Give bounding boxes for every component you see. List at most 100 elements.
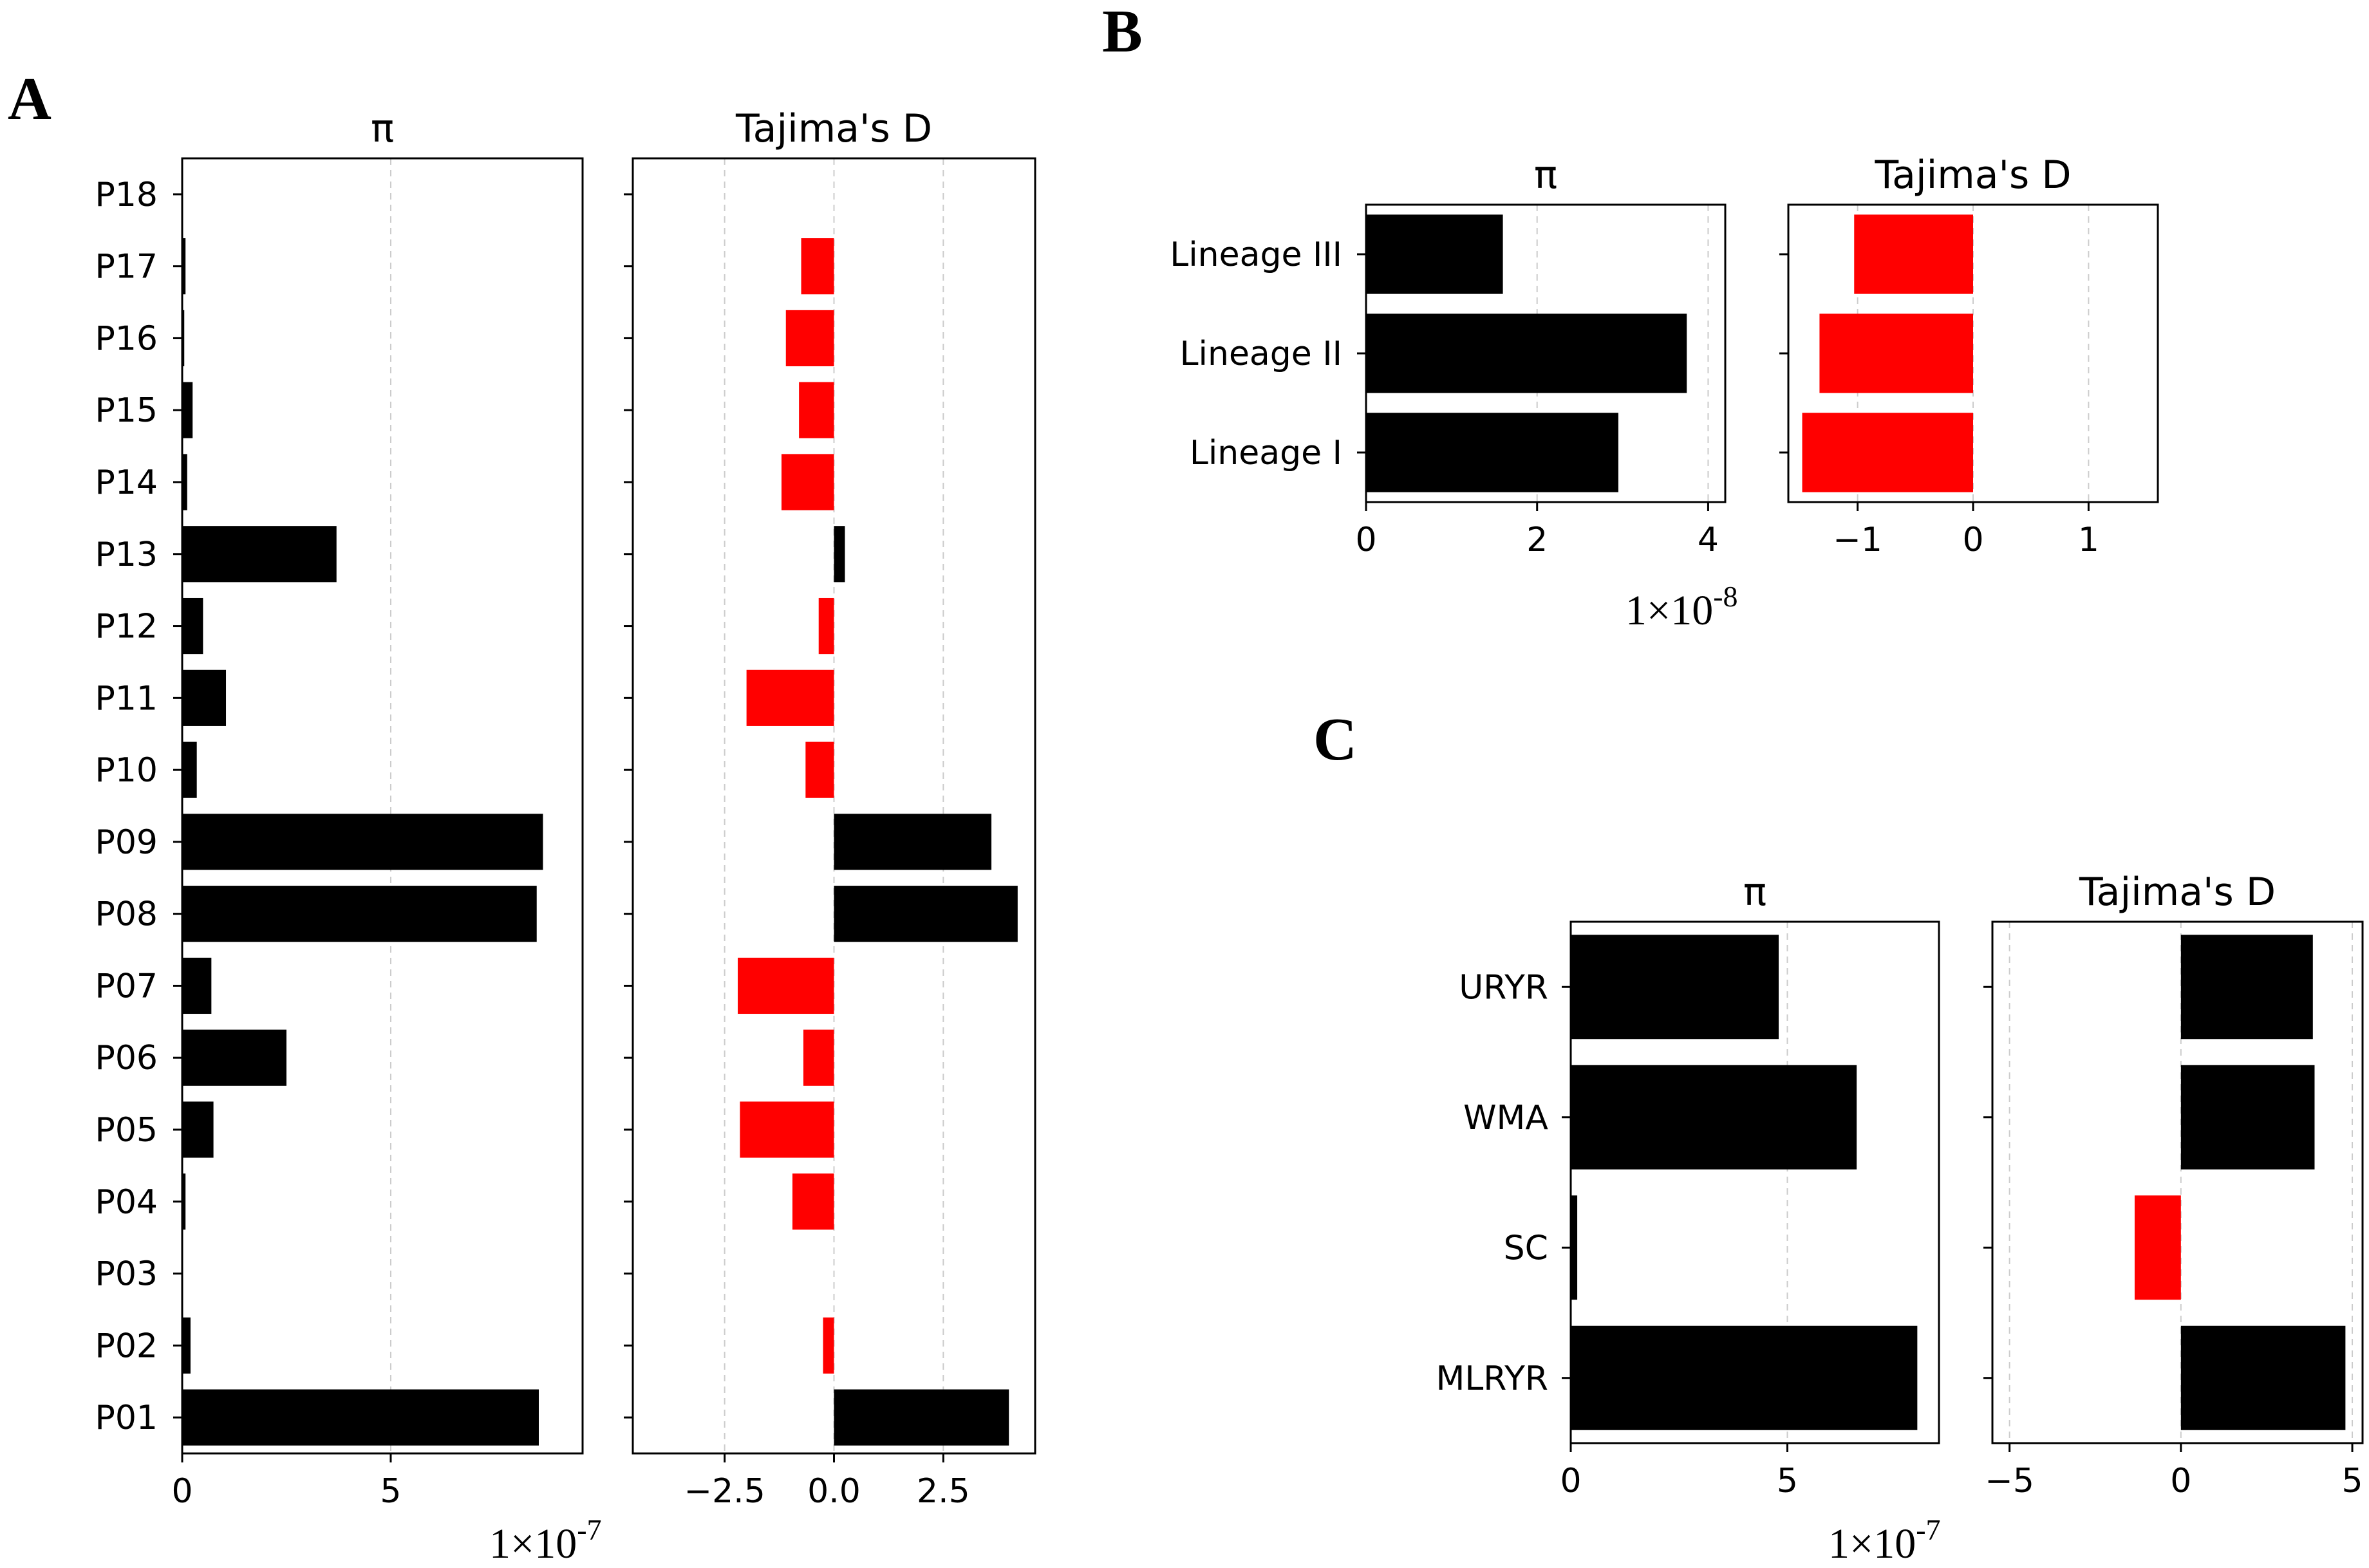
chart1-xtick-label-1: 0.0 bbox=[807, 1472, 861, 1511]
chart2-title: π bbox=[1534, 153, 1557, 198]
chart2-bar-lineage-i bbox=[1366, 413, 1618, 492]
chart1-title: Tajima's D bbox=[735, 106, 932, 151]
chart1-bar-p06 bbox=[803, 1029, 834, 1086]
chart0-axes-a: π 0 5 P01 P02 P03 P04 P05 P06 P07 P08 P09 P10 P11 P12 P… bbox=[95, 106, 601, 1567]
chart2-bar-lineage-ii bbox=[1366, 313, 1687, 393]
chart0-bar-p04 bbox=[182, 1173, 186, 1230]
chart0-category-label: P03 bbox=[95, 1255, 158, 1294]
chart2-bar-lineage-iii bbox=[1366, 214, 1503, 294]
chart0-category-label: P13 bbox=[95, 536, 158, 574]
chart1-bar-p12 bbox=[818, 597, 834, 655]
chart4-title: π bbox=[1743, 870, 1766, 915]
chart3-title: Tajima's D bbox=[1874, 153, 2071, 198]
chart2-xtick-label-0: 0 bbox=[1355, 521, 1376, 559]
chart4-scale-label: 1×10-7 bbox=[1828, 1513, 1941, 1567]
chart0-bar-p16 bbox=[182, 310, 185, 367]
chart0-category-label: P07 bbox=[95, 967, 158, 1005]
chart5-frame bbox=[1991, 920, 2364, 1444]
chart5-title: Tajima's D bbox=[2079, 870, 2276, 915]
chart1-bar-p08 bbox=[834, 886, 1018, 942]
chart3-xtick-label-0: −1 bbox=[1833, 521, 1882, 559]
chart2-category-label: Lineage I bbox=[1190, 434, 1342, 472]
chart5-bar-wma bbox=[2180, 1065, 2315, 1170]
chart0-bar-p17 bbox=[182, 238, 186, 295]
chart3-xtick-label-1: 0 bbox=[1962, 521, 1983, 559]
chart1-bar-p09 bbox=[834, 814, 992, 870]
chart1-bar-p04 bbox=[792, 1173, 834, 1230]
chart0-category-label: P02 bbox=[95, 1327, 158, 1365]
chart1-bar-p11 bbox=[746, 669, 834, 726]
chart1-bar-p13 bbox=[834, 526, 845, 583]
chart0-bar-p08 bbox=[182, 886, 537, 942]
chart4-category-label: MLRYR bbox=[1436, 1359, 1548, 1398]
chart0-bar-p01 bbox=[182, 1389, 539, 1446]
chart5-bar-uryr bbox=[2180, 935, 2313, 1040]
chart1-bar-p01 bbox=[834, 1389, 1009, 1446]
chart3-bar-lineage-i bbox=[1802, 413, 1973, 492]
panel-label-c: C bbox=[1313, 706, 1357, 773]
chart4-bar-uryr bbox=[1571, 935, 1779, 1040]
chart1-bar-p07 bbox=[738, 957, 834, 1014]
chart0-bar-p09 bbox=[182, 814, 543, 870]
chart0-category-label: P06 bbox=[95, 1039, 158, 1078]
chart0-xtick-label-1: 5 bbox=[380, 1472, 401, 1511]
chart0-category-label: P18 bbox=[95, 176, 158, 214]
chart0-category-label: P08 bbox=[95, 895, 158, 934]
chart5-bar-mlryr bbox=[2180, 1325, 2346, 1430]
chart4-category-label: WMA bbox=[1463, 1099, 1548, 1137]
chart3-axes-b: Tajima's D −1 0 1 bbox=[1779, 153, 2159, 559]
chart1-bar-p05 bbox=[740, 1101, 834, 1158]
chart1-bar-p15 bbox=[799, 382, 834, 438]
chart5-axes-c: Tajima's D −5 0 5 bbox=[1983, 870, 2364, 1500]
chart2-category-label: Lineage II bbox=[1180, 335, 1342, 373]
chart5-xtick-label-0: −5 bbox=[1985, 1462, 2034, 1500]
chart0-category-label: P05 bbox=[95, 1111, 158, 1150]
chart4-category-label: URYR bbox=[1459, 968, 1548, 1007]
chart0-bar-p11 bbox=[182, 669, 227, 726]
chart5-bar-sc bbox=[2134, 1195, 2181, 1300]
chart1-axes-a: Tajima's D −2.5 0.0 2.5 bbox=[624, 106, 1036, 1511]
chart2-axes-b: π 0 2 4 Lineage I Lineage II Lineage III 1×10-8 bbox=[1170, 153, 1737, 634]
chart1-bar-p16 bbox=[785, 310, 834, 367]
chart1-bar-p14 bbox=[781, 454, 834, 510]
chart0-category-label: P14 bbox=[95, 463, 158, 502]
chart0-xtick-label-0: 0 bbox=[171, 1472, 192, 1511]
chart2-category-label: Lineage III bbox=[1170, 236, 1342, 274]
chart0-category-label: P16 bbox=[95, 319, 158, 358]
chart4-xtick-label-0: 0 bbox=[1560, 1462, 1581, 1500]
chart4-frame bbox=[1569, 920, 1940, 1444]
panel-label-b: B bbox=[1102, 0, 1143, 65]
chart0-bar-p10 bbox=[182, 742, 197, 798]
chart2-xtick-label-1: 2 bbox=[1526, 521, 1548, 559]
chart0-bar-p06 bbox=[182, 1029, 286, 1086]
chart0-category-label: P04 bbox=[95, 1183, 158, 1222]
chart0-category-label: P15 bbox=[95, 391, 158, 430]
chart0-category-label: P12 bbox=[95, 608, 158, 646]
chart4-category-label: SC bbox=[1504, 1229, 1548, 1267]
chart1-bar-p10 bbox=[805, 742, 834, 798]
chart1-bar-p17 bbox=[801, 238, 834, 295]
chart3-bar-lineage-ii bbox=[1819, 313, 1973, 393]
chart0-bar-p05 bbox=[182, 1101, 214, 1158]
chart0-bar-p02 bbox=[182, 1317, 191, 1374]
chart0-category-label: P01 bbox=[95, 1399, 158, 1437]
chart2-xtick-label-2: 4 bbox=[1698, 521, 1719, 559]
chart0-scale-label: 1×10-7 bbox=[489, 1513, 602, 1567]
chart4-axes-c: π 0 5 MLRYR SC WMA URYR 1×10-7 bbox=[1436, 870, 1940, 1567]
chart2-scale-label: 1×10-8 bbox=[1625, 580, 1738, 634]
chart0-bar-p12 bbox=[182, 597, 203, 655]
chart4-bar-wma bbox=[1571, 1065, 1857, 1170]
chart0-bar-p15 bbox=[182, 382, 193, 438]
chart0-category-label: P17 bbox=[95, 248, 158, 286]
chart0-bar-p14 bbox=[182, 454, 187, 510]
chart0-category-label: P11 bbox=[95, 679, 158, 718]
chart0-category-label: P10 bbox=[95, 751, 158, 790]
chart4-xtick-label-1: 5 bbox=[1777, 1462, 1798, 1500]
panel-label-a: A bbox=[8, 66, 52, 133]
chart5-xtick-label-2: 5 bbox=[2341, 1462, 2363, 1500]
chart5-xtick-label-1: 0 bbox=[2170, 1462, 2191, 1500]
chart3-bar-lineage-iii bbox=[1854, 214, 1973, 294]
chart4-bar-mlryr bbox=[1571, 1325, 1918, 1430]
chart0-frame bbox=[181, 157, 584, 1455]
chart0-title: π bbox=[371, 106, 394, 151]
